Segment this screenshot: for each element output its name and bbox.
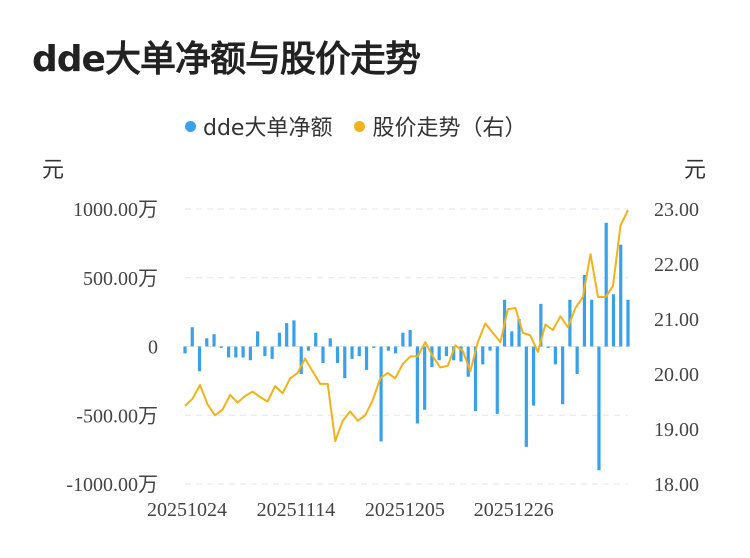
legend: dde大单净额 股价走势（右）: [185, 110, 548, 142]
dde-bar: [219, 346, 223, 348]
left-axis-unit: 元: [42, 158, 64, 183]
dde-bar: [611, 294, 616, 347]
dde-bar: [553, 346, 557, 365]
dde-bar: [415, 346, 419, 424]
dde-bar: [205, 338, 209, 347]
dde-bar: [524, 346, 528, 447]
dde-bar: [306, 346, 311, 351]
legend-item-price[interactable]: 股价走势（右）: [354, 110, 526, 142]
right-axis-tick-label: 21.00: [654, 309, 699, 331]
dde-bar: [604, 222, 608, 347]
dde-bar: [561, 346, 565, 405]
left-axis-tick-label: -500.00万: [76, 405, 158, 427]
dde-bar: [626, 299, 630, 347]
dde-bar: [495, 346, 499, 414]
dde-bar: [263, 346, 267, 357]
legend-marker-price: [354, 120, 366, 132]
dde-bar: [466, 346, 470, 377]
dde-bar: [234, 346, 238, 358]
dde-bar: [531, 346, 536, 406]
dde-bar: [473, 346, 478, 412]
dde-bar: [321, 346, 325, 363]
dde-bar: [256, 331, 260, 347]
left-axis-tick-label: 500.00万: [83, 268, 158, 290]
dde-bar: [546, 346, 550, 348]
right-axis-tick-label: 18.00: [654, 474, 699, 496]
dde-bar: [190, 327, 194, 347]
dde-bar: [394, 346, 398, 354]
price-line: [184, 209, 629, 443]
dde-bar: [459, 346, 463, 362]
legend-label-dde: dde大单净额: [203, 116, 333, 141]
dde-bar: [299, 346, 303, 374]
dde-bar: [241, 346, 245, 358]
right-axis-unit: 元: [684, 158, 706, 183]
dde-bar: [226, 346, 231, 358]
dde-bar: [357, 346, 361, 357]
left-axis-tick-label: 0: [148, 337, 158, 359]
dde-bar: [292, 320, 296, 347]
dde-bar: [343, 346, 347, 379]
dde-bar: [539, 303, 543, 347]
dde-bar: [277, 332, 282, 347]
dde-bar: [314, 332, 318, 347]
right-axis-tick-label: 19.00: [654, 419, 699, 441]
dde-bar: [386, 346, 390, 351]
dde-bar: [510, 331, 514, 347]
dde-bar: [437, 346, 441, 361]
chart-title: dde大单净额与股价走势: [32, 39, 421, 80]
dde-bar: [401, 332, 405, 347]
legend-item-dde[interactable]: dde大单净额: [185, 110, 332, 142]
dde-bar: [488, 346, 492, 351]
dde-bar: [379, 346, 383, 442]
grid-lines: [185, 208, 628, 485]
right-axis-labels: 23.00 22.00 21.00 20.00 19.00 18.00: [654, 199, 699, 496]
right-axis-tick-label: 22.00: [654, 254, 699, 276]
dde-bar: [408, 330, 412, 347]
dde-bar: [444, 346, 449, 357]
dde-bar: [197, 346, 202, 372]
dde-bar: [212, 334, 216, 347]
dde-bar: [590, 299, 594, 347]
dde-bar: [575, 346, 579, 374]
x-axis-tick-label: 20251114: [257, 499, 336, 521]
right-axis-tick-label: 20.00: [654, 364, 699, 386]
dde-bar: [328, 338, 332, 347]
x-axis-labels: 20251024 20251114 20251205 20251226: [147, 499, 554, 521]
x-axis-tick-label: 20251024: [147, 499, 227, 521]
dde-bar: [270, 346, 274, 359]
dde-bar: [364, 346, 369, 370]
dde-bar: [335, 346, 340, 363]
left-axis-tick-label: -1000.00万: [66, 474, 158, 496]
x-axis-tick-label: 20251226: [474, 499, 554, 521]
dde-bar: [285, 323, 289, 347]
dde-bar: [452, 346, 456, 361]
dde-bar: [372, 346, 376, 348]
right-axis-tick-label: 23.00: [654, 199, 699, 221]
dde-bar: [619, 244, 623, 347]
dde-bar: [248, 346, 252, 361]
dde-bar: [183, 346, 187, 354]
dde-bar: [350, 346, 354, 359]
dde-bar: [597, 346, 601, 471]
dde-bar: [423, 346, 427, 410]
dde-bar: [517, 319, 521, 347]
left-axis-tick-label: 1000.00万: [73, 199, 158, 221]
legend-label-price: 股价走势（右）: [372, 116, 527, 141]
x-axis-tick-label: 20251205: [365, 499, 445, 521]
left-axis-labels: 1000.00万 500.00万 0 -500.00万 -1000.00万: [66, 199, 158, 496]
dde-bar: [481, 346, 485, 365]
legend-marker-dde: [185, 120, 196, 132]
dde-bar: [582, 275, 587, 347]
